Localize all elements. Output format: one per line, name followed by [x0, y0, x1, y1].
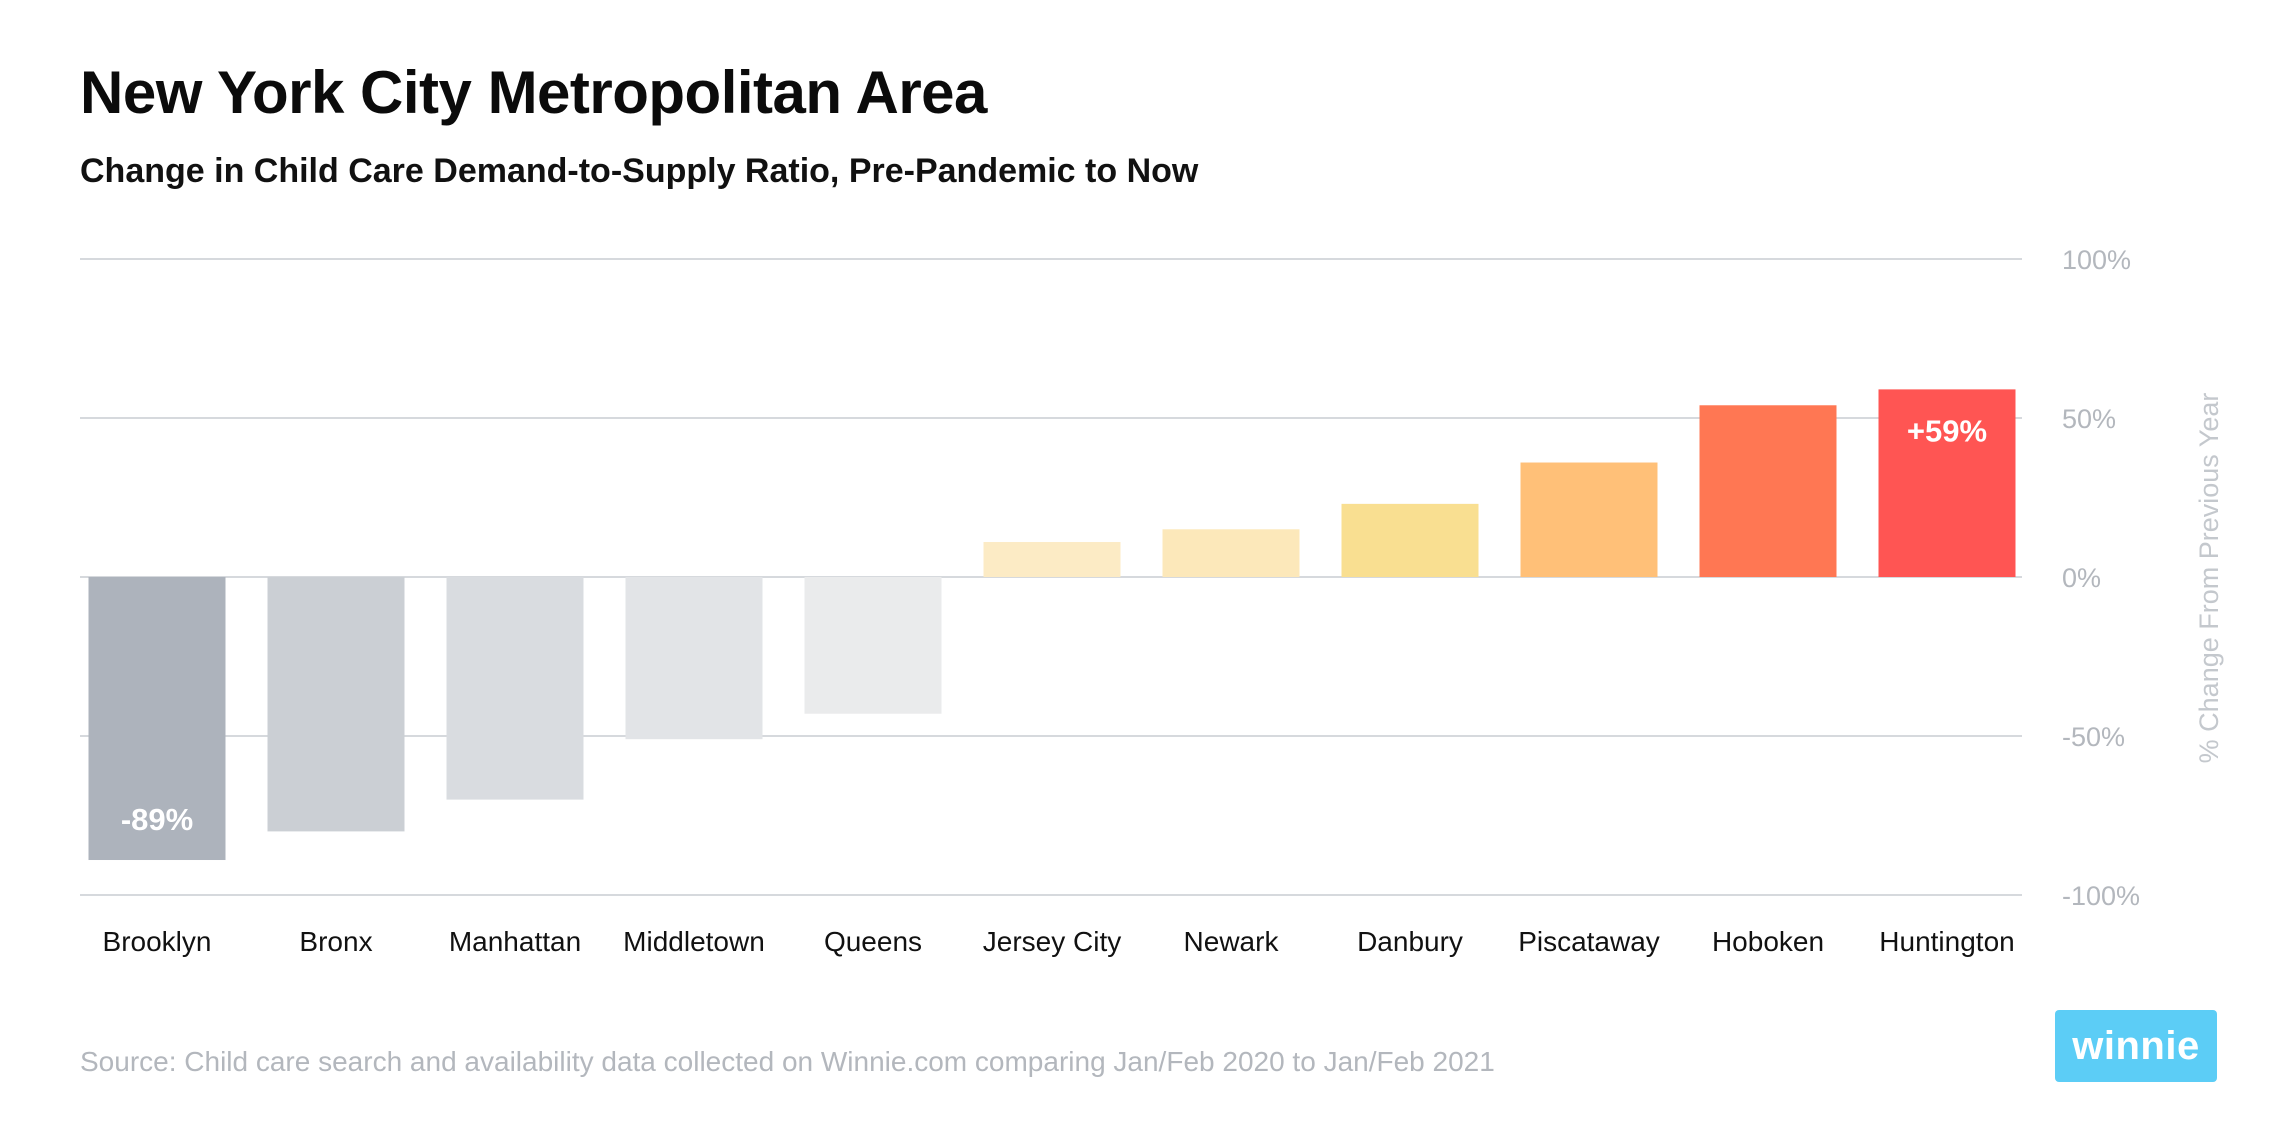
bar-hoboken	[1699, 405, 1837, 577]
y-tick-label: 50%	[2062, 404, 2116, 434]
x-tick-label: Manhattan	[449, 926, 581, 957]
page-title: New York City Metropolitan Area	[80, 59, 987, 126]
bar-middletown	[625, 577, 763, 740]
x-tick-label: Piscataway	[1518, 926, 1660, 957]
x-axis-labels: Brooklyn Bronx Manhattan Middletown Queens Je…	[103, 926, 2015, 957]
source-note: Source: Child care search and availabili…	[80, 1046, 1495, 1077]
x-tick-label: Queens	[824, 926, 922, 957]
winnie-logo[interactable]: winnie	[2055, 1010, 2217, 1082]
y-tick-label: -50%	[2062, 722, 2125, 752]
x-tick-label: Jersey City	[983, 926, 1121, 957]
x-tick-label: Brooklyn	[103, 926, 212, 957]
data-label: +59%	[1907, 413, 1987, 448]
bar-danbury	[1341, 503, 1479, 577]
logo-text: winnie	[2072, 1023, 2200, 1068]
bar-queens	[804, 577, 942, 714]
bar-huntington	[1878, 389, 2016, 577]
y-axis-title: % Change From Previous Year	[2194, 393, 2224, 764]
bar-manhattan	[446, 577, 584, 800]
bars	[88, 389, 2016, 861]
y-tick-label: -100%	[2062, 881, 2140, 911]
x-tick-label: Newark	[1184, 926, 1280, 957]
x-tick-label: Middletown	[623, 926, 765, 957]
x-tick-label: Bronx	[299, 926, 372, 957]
bar-jersey-city	[983, 542, 1121, 577]
page-subtitle: Change in Child Care Demand-to-Supply Ra…	[80, 152, 1199, 190]
y-tick-label: 100%	[2062, 245, 2131, 275]
bar-newark	[1162, 529, 1300, 577]
bar-piscataway	[1520, 462, 1658, 577]
data-label: -89%	[121, 802, 193, 837]
bar-bronx	[267, 577, 405, 832]
y-tick-label: 0%	[2062, 563, 2101, 593]
data-labels: -89% +59%	[121, 413, 1987, 837]
y-axis-ticks: 100% 50% 0% -50% -100%	[2062, 245, 2140, 911]
x-tick-label: Danbury	[1357, 926, 1463, 957]
x-tick-label: Hoboken	[1712, 926, 1824, 957]
bar-brooklyn	[88, 577, 226, 861]
bar-chart: 100% 50% 0% -50% -100% Brooklyn Bronx Manhatta…	[80, 245, 2224, 957]
x-tick-label: Huntington	[1879, 926, 2014, 957]
